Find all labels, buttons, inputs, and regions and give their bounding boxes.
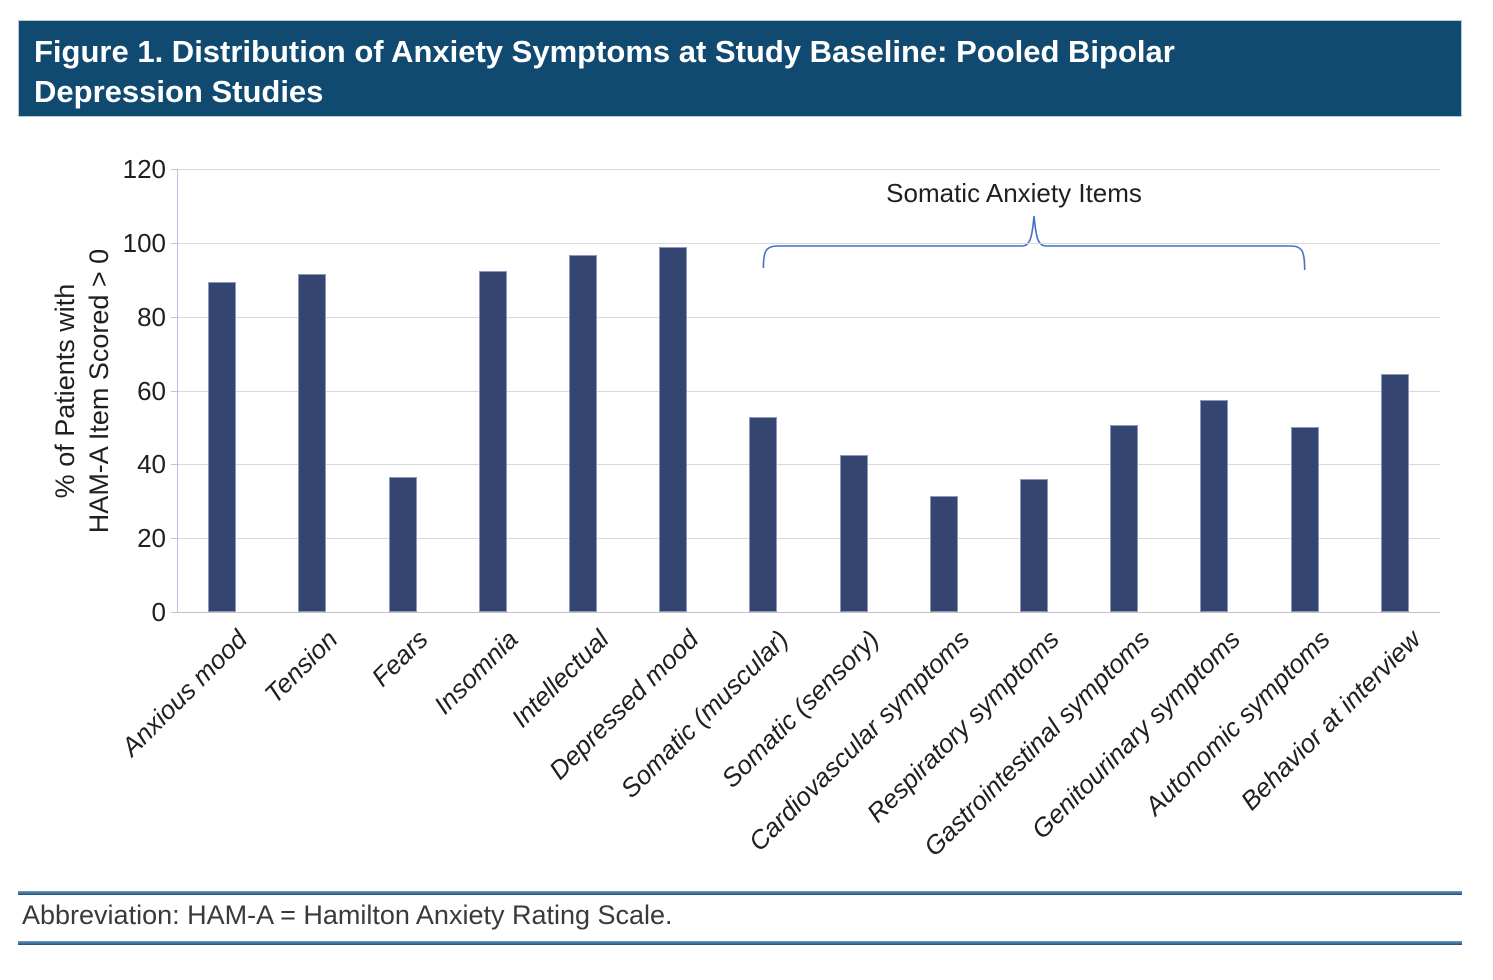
x-label-fears: Fears [365,624,434,693]
y-axis-line [177,169,178,612]
bar-behavior-at-interview [1381,373,1409,612]
y-tick-mark-60 [171,391,177,392]
gridline-40 [177,464,1440,465]
bar-respiratory-symptoms [1020,479,1048,612]
bar-somatic-sensory [840,455,868,612]
bar-cardiovascular-symptoms [930,496,958,612]
gridline-60 [177,391,1440,392]
figure-title-line-2: Depression Studies [34,74,324,109]
y-tick-label-40: 40 [137,449,166,479]
gridline-100 [177,243,1440,244]
bar-insomnia [479,271,507,612]
figure-title-line-1: Figure 1. Distribution of Anxiety Sympto… [34,34,1175,69]
bar-fears [389,477,417,612]
bar-somatic-muscular [749,416,777,612]
x-label-tension: Tension [258,624,344,709]
y-tick-mark-20 [171,538,177,539]
x-label-behavior-at-interview: Behavior at interview [1234,624,1427,816]
footer-rule-top [18,891,1462,895]
y-tick-mark-40 [171,464,177,465]
gridline-80 [177,317,1440,318]
bar-depressed-mood [659,246,687,612]
bar-intellectual [569,254,597,612]
y-tick-label-0: 0 [151,597,166,627]
footer-rule-bottom [18,941,1462,945]
y-tick-label-60: 60 [137,376,166,406]
figure-title-bar: Figure 1. Distribution of Anxiety Sympto… [18,20,1462,117]
x-label-anxious-mood: Anxious mood [115,624,254,762]
somatic-annotation-label: Somatic Anxiety Items [886,178,1142,208]
y-tick-mark-120 [171,169,177,170]
y-tick-label-100: 100 [122,228,166,258]
bar-autonomic-symptoms [1291,426,1319,612]
bar-tension [298,274,326,612]
y-tick-label-120: 120 [122,154,166,184]
y-tick-mark-100 [171,243,177,244]
x-label-somatic-sensory: Somatic (sensory) [715,624,885,794]
gridline-0 [177,612,1440,613]
y-tick-mark-0 [171,612,177,613]
x-label-somatic-muscular: Somatic (muscular) [615,624,795,804]
bar-gastrointestinal-symptoms [1110,424,1138,612]
y-tick-mark-80 [171,317,177,318]
gridline-20 [177,538,1440,539]
y-tick-label-20: 20 [137,523,166,553]
abbreviation-note: Abbreviation: HAM-A = Hamilton Anxiety R… [22,900,673,930]
y-axis-title-line-1: % of Patients with [50,283,80,499]
bar-anxious-mood [208,281,236,612]
y-tick-label-80: 80 [137,302,166,332]
bar-genitourinary-symptoms [1200,399,1228,612]
gridline-120 [177,169,1440,170]
